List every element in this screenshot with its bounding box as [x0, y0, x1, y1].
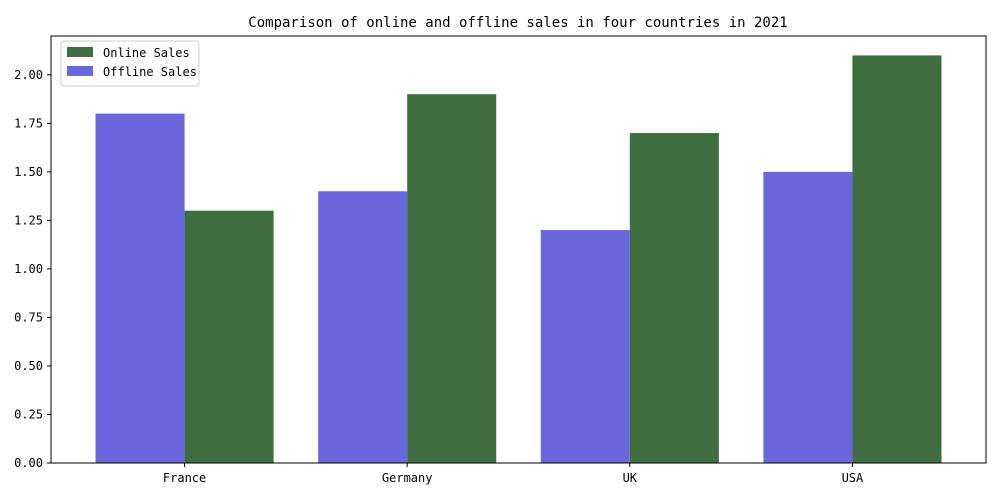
bar-online-sales-uk	[629, 133, 719, 463]
chart-title: Comparison of online and offline sales i…	[248, 15, 787, 31]
x-tick-label: USA	[842, 471, 864, 485]
legend-swatch-offline-sales	[67, 66, 93, 76]
plot-frame	[50, 35, 987, 464]
legend-label-offline-sales: Offline Sales	[103, 65, 197, 79]
x-tick-label: UK	[623, 471, 638, 485]
bar-online-sales-france	[184, 210, 274, 463]
y-tick-label: 0.75	[14, 310, 43, 324]
y-tick-label: 1.75	[14, 116, 43, 130]
y-tick-label: 0.50	[14, 359, 43, 373]
bar-offline-sales-uk	[540, 230, 630, 463]
y-tick-label: 1.00	[14, 262, 43, 276]
legend-swatch-online-sales	[67, 47, 93, 57]
y-tick-label: 0.00	[14, 456, 43, 470]
y-tick-label: 1.50	[14, 165, 43, 179]
bar-offline-sales-germany	[318, 191, 408, 464]
bar-offline-sales-france	[95, 113, 185, 464]
axes-layer: 0.00 0.25 0.50 0.75 1.00 1.25 1.50 1.75 2.00 Fran…	[14, 35, 987, 485]
x-tick-label: Germany	[382, 471, 433, 485]
y-tick-label: 0.25	[14, 407, 43, 421]
bar-offline-sales-usa	[763, 171, 853, 463]
x-tick-label: France	[163, 471, 206, 485]
bar-online-sales-germany	[407, 94, 497, 464]
bar-online-sales-usa	[852, 55, 942, 464]
y-tick-label: 2.00	[14, 68, 43, 82]
legend: Online Sales Offline Sales	[60, 40, 200, 87]
legend-label-online-sales: Online Sales	[103, 46, 190, 60]
legend-box	[60, 40, 200, 87]
bars-layer	[95, 55, 942, 464]
y-tick-label: 1.25	[14, 213, 43, 227]
